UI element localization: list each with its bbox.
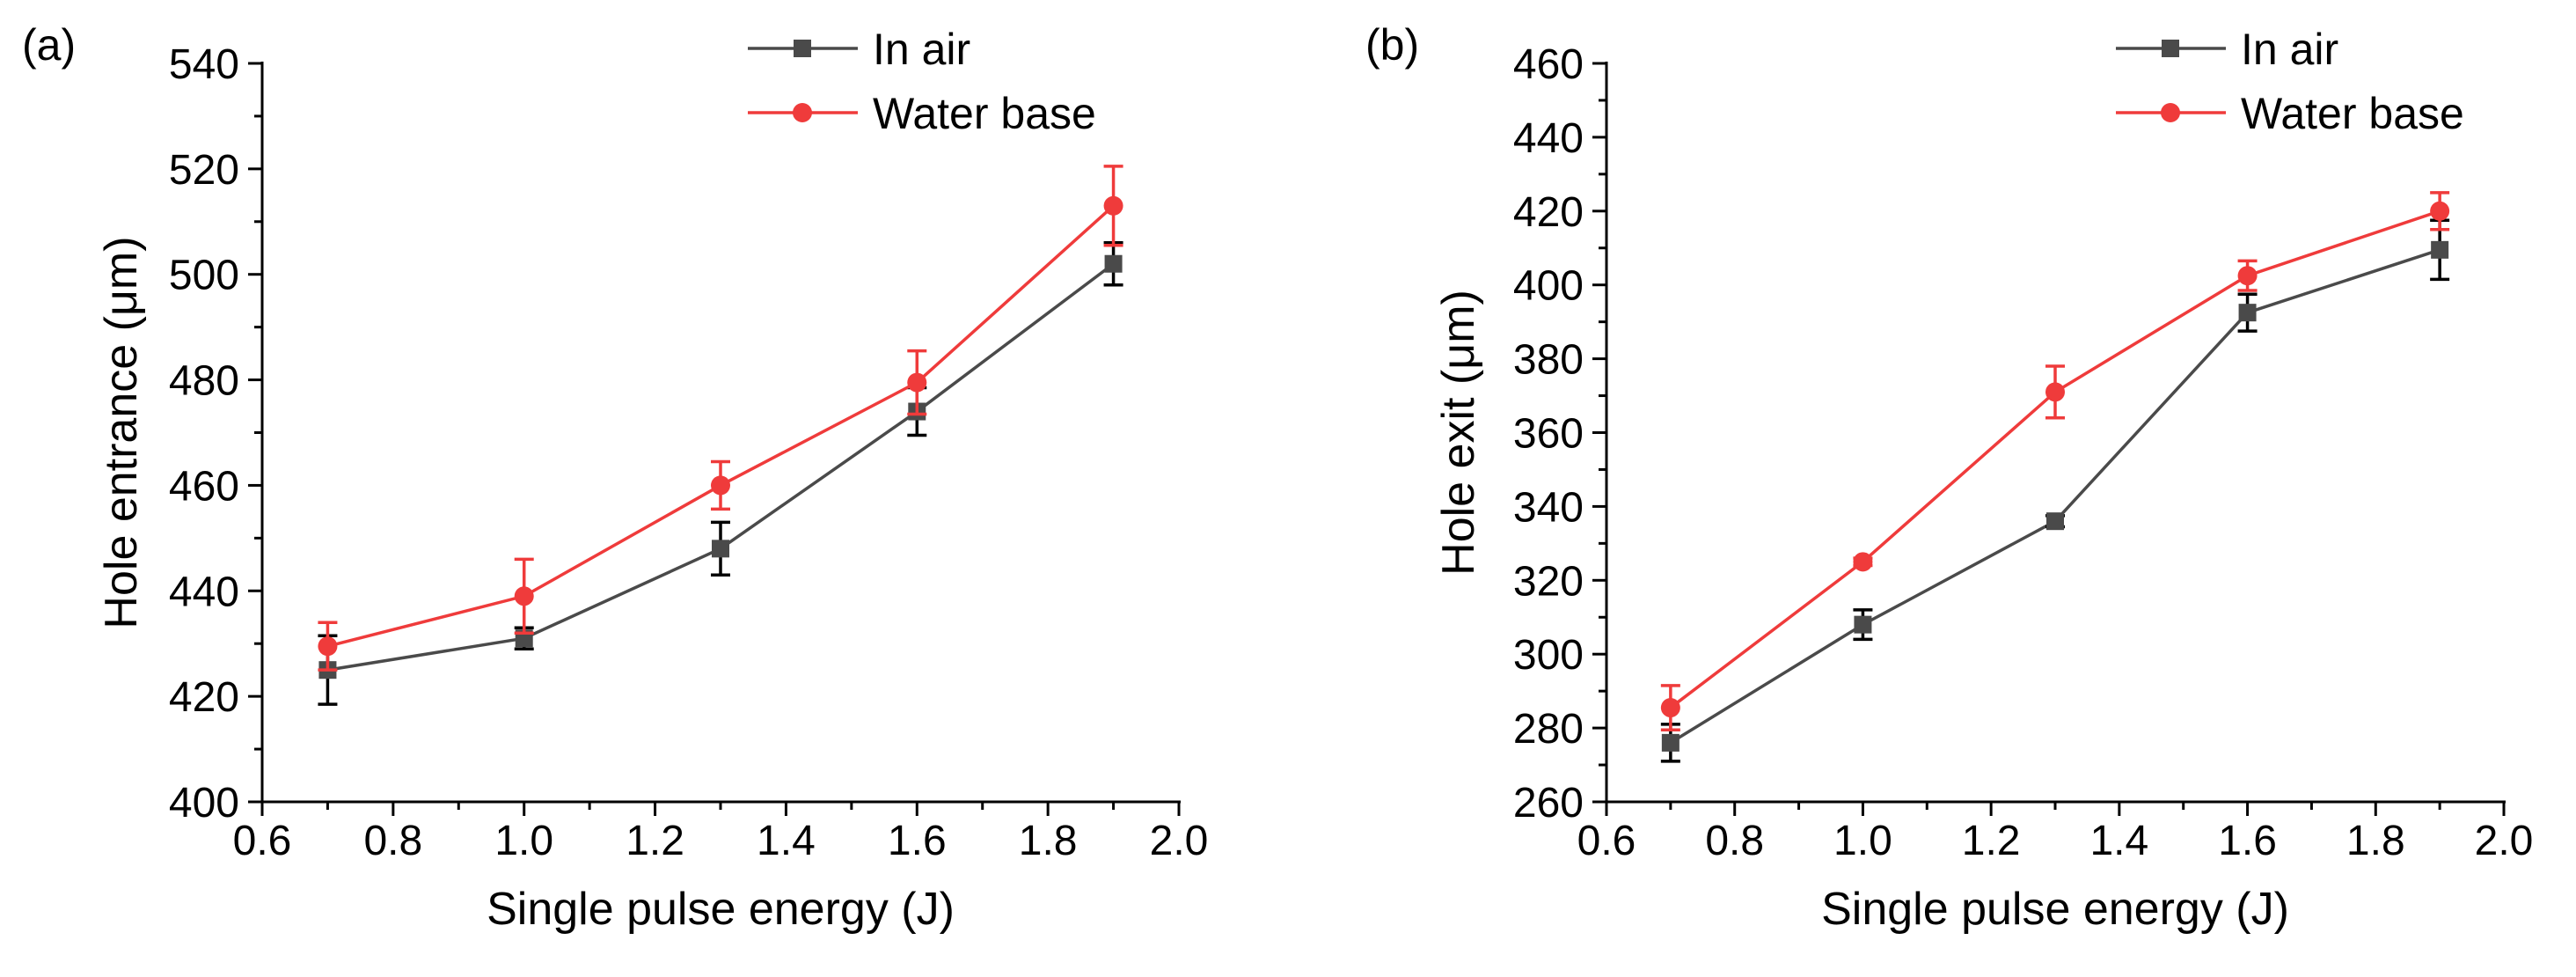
legend-label: Water base [873, 89, 1096, 138]
x-tick-label: 1.6 [888, 818, 947, 864]
data-point [1661, 733, 1680, 752]
x-tick-label: 1.0 [1833, 818, 1892, 864]
y-tick-label: 400 [169, 780, 239, 826]
y-axis-title: Hole exit (μm) [1433, 290, 1484, 576]
legend-marker [794, 40, 811, 57]
data-point [711, 475, 730, 496]
x-tick-label: 1.6 [2218, 818, 2277, 864]
legend-item-water-base: Water base [2116, 89, 2464, 138]
y-tick-label: 260 [1513, 780, 1584, 826]
x-tick-label: 0.6 [233, 818, 292, 864]
data-point [2430, 201, 2450, 221]
series-line [1669, 209, 2441, 709]
y-tick-label: 440 [169, 569, 239, 615]
data-point [318, 636, 338, 657]
y-tick-label: 440 [1513, 115, 1584, 162]
y-tick-label: 360 [1513, 411, 1584, 458]
y-tick-label: 300 [1513, 632, 1584, 679]
data-point [712, 540, 729, 558]
y-tick-label: 320 [1513, 558, 1584, 605]
panel-label: (a) [22, 20, 76, 70]
legend-item-water-base: Water base [748, 89, 1096, 138]
x-tick-label: 1.4 [757, 818, 816, 864]
y-tick-label: 420 [169, 674, 239, 721]
data-point [514, 586, 534, 606]
legend-marker [2162, 40, 2179, 57]
data-point [2045, 382, 2065, 402]
x-tick-label: 0.6 [1577, 818, 1636, 864]
y-tick-label: 460 [169, 463, 239, 510]
data-point [2238, 304, 2257, 322]
x-tick-label: 1.4 [2089, 818, 2148, 864]
y-tick-label: 280 [1513, 706, 1584, 753]
y-tick-label: 340 [1513, 484, 1584, 531]
data-point [2237, 266, 2258, 286]
x-tick-label: 0.8 [1705, 818, 1764, 864]
chart-panel-b: 0.6 0.8 1.0 1.2 1.4 1.6 1.8 2.0 260 280 300 320 340 3… [1365, 20, 2533, 935]
x-tick-label: 1.2 [626, 818, 684, 864]
series-line [1669, 248, 2441, 745]
x-tick-label: 1.8 [1019, 818, 1078, 864]
y-tick-label: 420 [1513, 189, 1584, 236]
x-tick-label: 1.8 [2346, 818, 2405, 864]
legend-item-in-air: In air [748, 25, 970, 74]
data-point [1660, 698, 1680, 718]
series-in-air [1660, 218, 2450, 763]
x-axis-title: Single pulse energy (J) [1821, 884, 2289, 935]
chart-panel-a: 0.6 0.8 1.0 1.2 1.4 1.6 1.8 2.0 400 420 440 460 480 5… [22, 20, 1208, 935]
legend-item-in-air: In air [2116, 25, 2338, 74]
data-point [1853, 552, 1873, 572]
legend-label: In air [2241, 25, 2338, 74]
series-water-base [1660, 191, 2450, 731]
data-point [2046, 512, 2064, 531]
y-tick-label: 460 [1513, 41, 1584, 88]
data-point [1104, 254, 1123, 273]
series-line [326, 204, 1115, 648]
panel-label: (b) [1365, 20, 1419, 70]
x-tick-label: 1.2 [1962, 818, 2021, 864]
data-point [2431, 240, 2449, 259]
x-tick-label: 1.0 [494, 818, 553, 864]
y-tick-label: 400 [1513, 263, 1584, 310]
legend-label: Water base [2241, 89, 2464, 138]
legend-label: In air [873, 25, 970, 74]
x-axis-title: Single pulse energy (J) [487, 884, 955, 935]
legend: In air Water base [2116, 25, 2464, 138]
y-tick-label: 520 [169, 147, 239, 194]
y-axis-title: Hole entrance (μm) [96, 236, 147, 628]
y-tick-label: 500 [169, 253, 239, 299]
y-tick-label: 540 [169, 41, 239, 88]
x-tick-label: 2.0 [2475, 818, 2534, 864]
legend-marker [2161, 103, 2180, 122]
y-tick-label: 380 [1513, 337, 1584, 384]
y-tick-label: 480 [169, 358, 239, 405]
data-point [1854, 615, 1872, 634]
legend-marker [793, 103, 812, 122]
data-point [1103, 195, 1123, 216]
x-tick-label: 2.0 [1150, 818, 1209, 864]
x-tick-label: 0.8 [363, 818, 422, 864]
series-water-base [318, 165, 1123, 672]
data-point [907, 372, 927, 393]
legend: In air Water base [748, 25, 1096, 138]
